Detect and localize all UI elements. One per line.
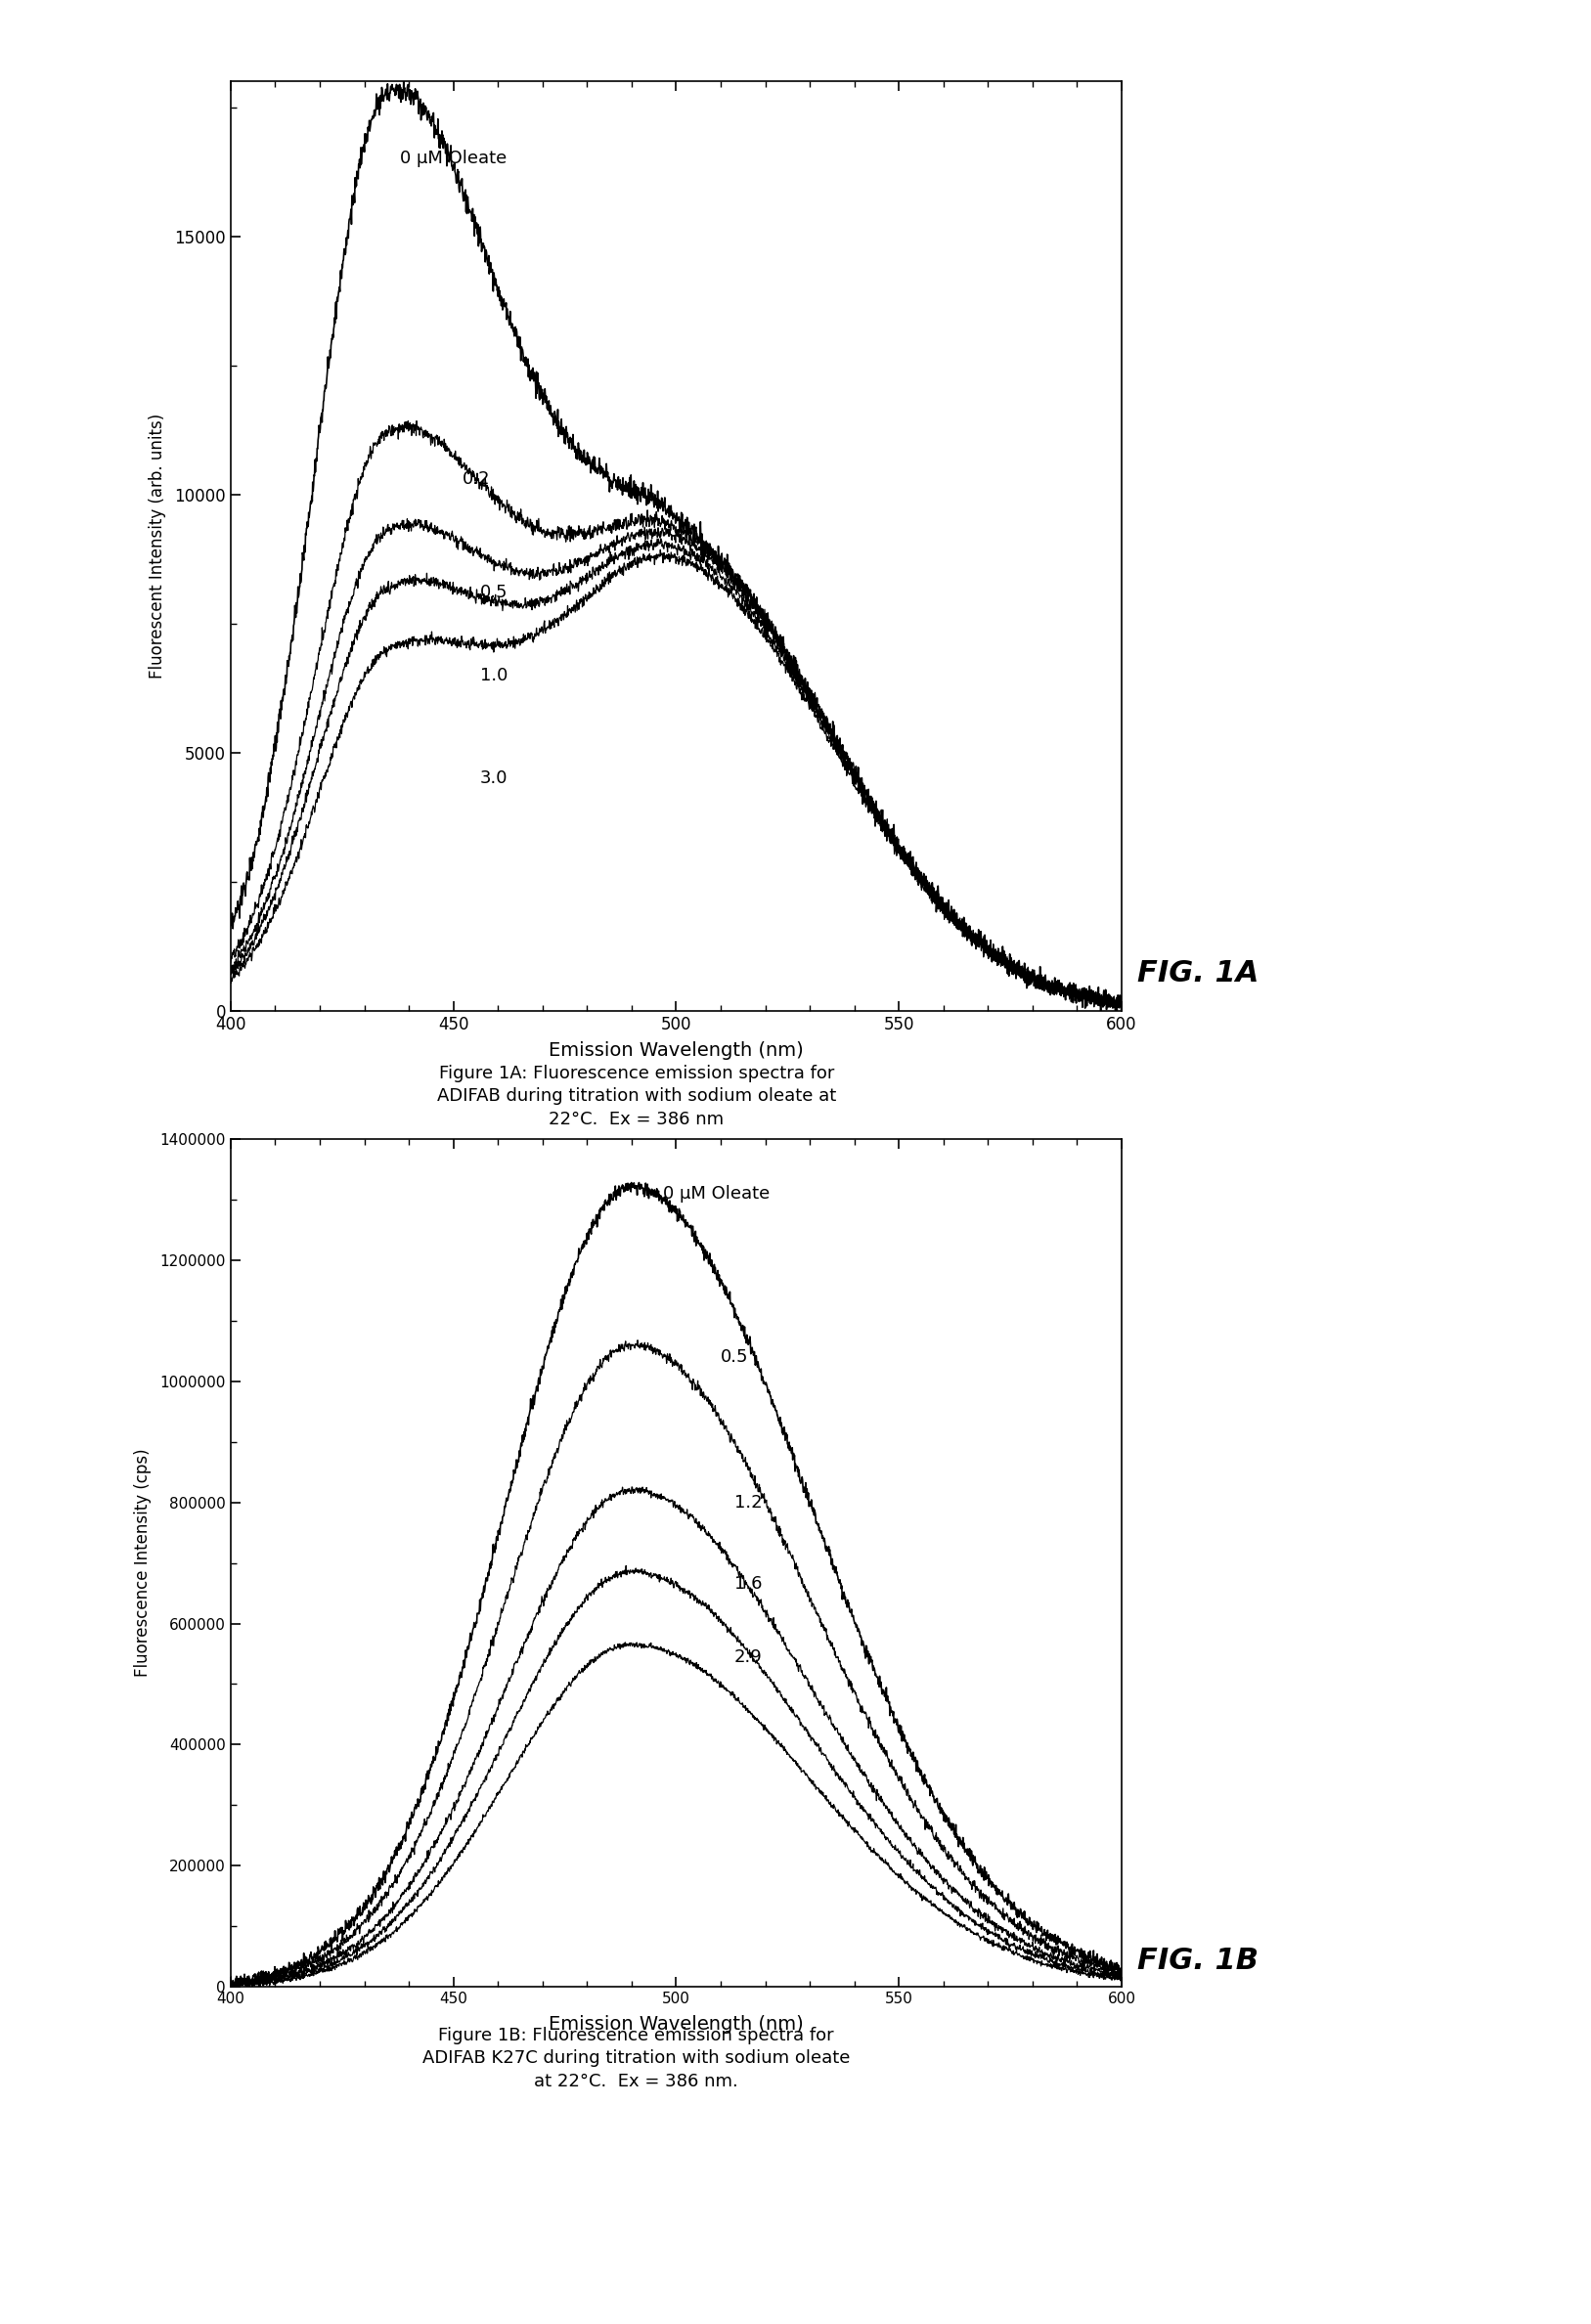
Text: 1.0: 1.0 xyxy=(480,667,508,683)
Text: 0 μM Oleate: 0 μM Oleate xyxy=(663,1185,770,1202)
X-axis label: Emission Wavelength (nm): Emission Wavelength (nm) xyxy=(549,1041,803,1060)
Y-axis label: Fluorescent Intensity (arb. units): Fluorescent Intensity (arb. units) xyxy=(148,414,167,679)
Text: 2.9: 2.9 xyxy=(733,1648,762,1666)
Text: 1.2: 1.2 xyxy=(733,1494,762,1511)
Text: FIG. 1A: FIG. 1A xyxy=(1138,960,1258,988)
Text: Figure 1A: Fluorescence emission spectra for
ADIFAB during titration with sodium: Figure 1A: Fluorescence emission spectra… xyxy=(438,1064,835,1127)
Text: 0.5: 0.5 xyxy=(721,1348,749,1367)
Text: 3.0: 3.0 xyxy=(480,769,508,788)
Text: 0.2: 0.2 xyxy=(463,469,490,488)
Text: 0.5: 0.5 xyxy=(480,583,508,602)
X-axis label: Emission Wavelength (nm): Emission Wavelength (nm) xyxy=(549,2015,803,2034)
Text: FIG. 1B: FIG. 1B xyxy=(1138,1948,1258,1975)
Y-axis label: Fluorescence Intensity (cps): Fluorescence Intensity (cps) xyxy=(134,1448,151,1678)
Text: 1.6: 1.6 xyxy=(733,1576,762,1592)
Text: Figure 1B: Fluorescence emission spectra for
ADIFAB K27C during titration with s: Figure 1B: Fluorescence emission spectra… xyxy=(423,2027,850,2089)
Text: 0 μM Oleate: 0 μM Oleate xyxy=(399,151,508,167)
